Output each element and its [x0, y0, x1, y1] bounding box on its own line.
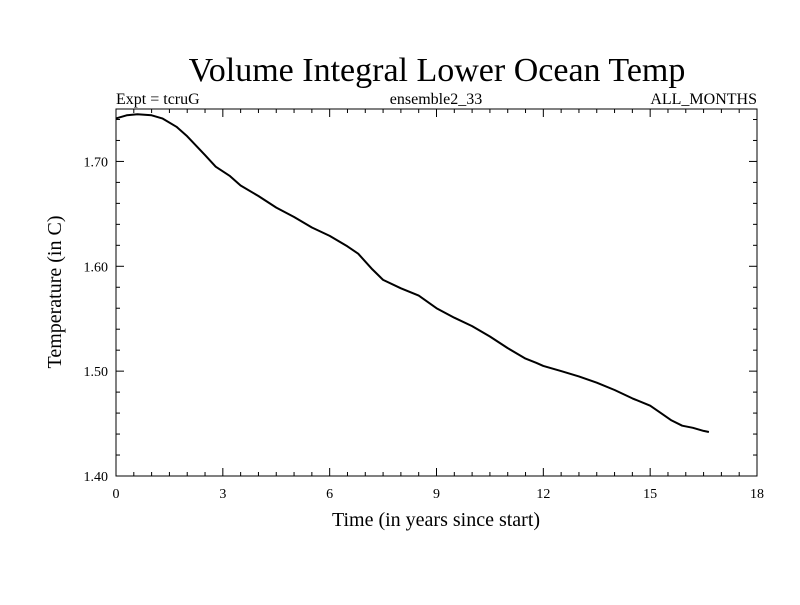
x-tick-label: 3 [219, 487, 226, 502]
y-tick-label: 1.60 [84, 260, 109, 275]
x-axis-label: Time (in years since start) [332, 509, 540, 531]
subtitle-ensemble: ensemble2_33 [390, 91, 482, 108]
y-tick-labels: 1.40 1.50 1.60 1.70 [84, 155, 109, 485]
subtitle-experiment: Expt = tcruG [116, 91, 200, 108]
series-line [115, 113, 710, 433]
y-tick-label: 1.50 [84, 365, 109, 380]
series-layer [115, 113, 710, 433]
x-tick-label: 0 [113, 487, 120, 502]
x-tick-label: 18 [750, 487, 764, 502]
x-tick-label: 9 [433, 487, 440, 502]
x-tick-label: 15 [643, 487, 657, 502]
y-axis-label: Temperature (in C) [44, 216, 66, 369]
chart-title: Volume Integral Lower Ocean Temp [189, 52, 686, 89]
x-tick-labels: 0 3 6 9 12 15 18 [113, 487, 765, 502]
x-tick-label: 12 [536, 487, 550, 502]
x-tick-label: 6 [326, 487, 333, 502]
y-tick-label: 1.40 [84, 470, 109, 485]
subtitle-months: ALL_MONTHS [650, 91, 757, 108]
axis-ticks [115, 109, 758, 477]
y-tick-label: 1.70 [84, 155, 109, 170]
